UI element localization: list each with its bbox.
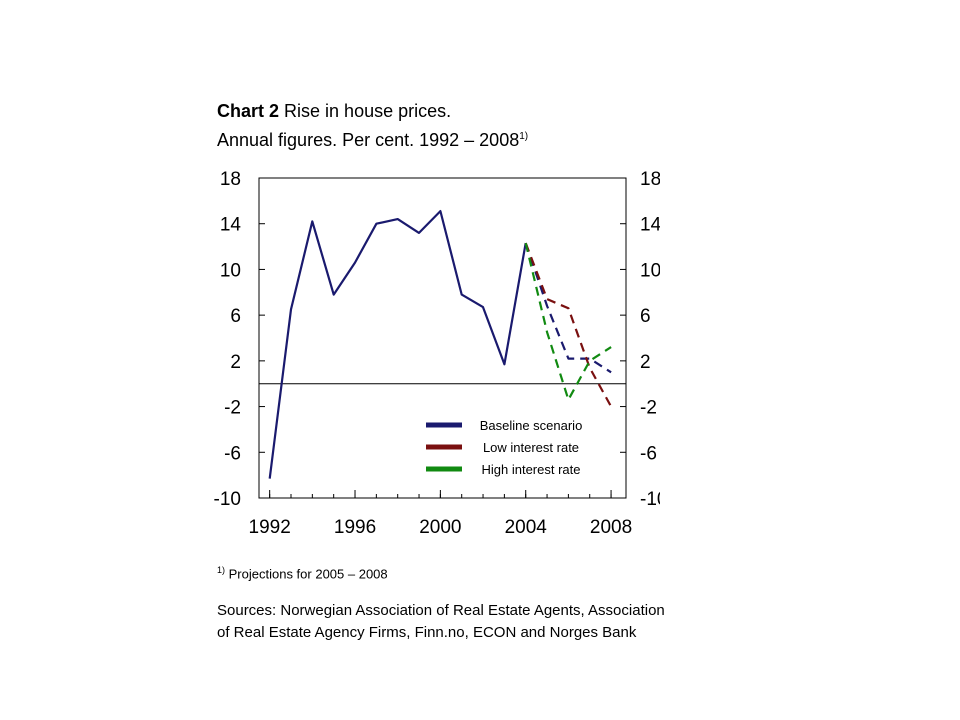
sources-note: Sources: Norwegian Association of Real E… bbox=[217, 602, 665, 641]
x-tick-label: 2008 bbox=[590, 517, 632, 538]
x-tick-label: 1996 bbox=[334, 517, 376, 538]
chart-title: Chart 2 Rise in house prices. Annual fig… bbox=[217, 98, 528, 153]
x-tick-label: 1992 bbox=[249, 517, 291, 538]
y-tick-label-right: 6 bbox=[640, 306, 651, 327]
series-line-high-interest-rate bbox=[524, 242, 612, 401]
legend-label: High interest rate bbox=[482, 462, 581, 477]
series-line-low-interest-rate bbox=[524, 242, 613, 408]
footnote-marker: 1) bbox=[519, 131, 529, 142]
y-tick-label-left: 2 bbox=[230, 352, 241, 373]
footnote-text: Projections for 2005 – 2008 bbox=[228, 566, 388, 582]
y-tick-label-right: 10 bbox=[640, 260, 660, 281]
line-chart: 18 18 14 14 10 10 6 6 2 2 -2 -2 -6 -6 -10 -10 1992 1996 20… bbox=[214, 169, 660, 538]
series-line-history bbox=[268, 209, 527, 479]
chart-number: Chart 2 bbox=[217, 101, 280, 121]
chart-title-line1: Chart 2 Rise in house prices. bbox=[217, 98, 528, 124]
y-tick-label-left: 6 bbox=[230, 306, 241, 327]
y-tick-label-left: -10 bbox=[214, 489, 241, 510]
y-tick-label-left: 14 bbox=[220, 215, 242, 236]
legend-label: Baseline scenario bbox=[480, 418, 583, 433]
y-tick-label-right: 2 bbox=[640, 352, 651, 373]
series-line-baseline-scenario bbox=[524, 242, 612, 374]
footnote: 1) Projections for 2005 – 2008 bbox=[217, 565, 388, 581]
chart-subtitle: Annual figures. Per cent. 1992 – 2008 bbox=[217, 130, 520, 150]
footnote-marker-label: 1) bbox=[217, 565, 226, 575]
y-tick-label-left: 10 bbox=[220, 260, 241, 281]
legend-label: Low interest rate bbox=[483, 440, 579, 455]
y-tick-label-left: 18 bbox=[220, 169, 241, 190]
y-tick-label-right: 18 bbox=[640, 169, 660, 190]
y-tick-label-left: -6 bbox=[224, 443, 241, 464]
chart-title-line2: Annual figures. Per cent. 1992 – 20081) bbox=[217, 124, 528, 153]
chart-title-text: Rise in house prices. bbox=[284, 101, 452, 121]
y-tick-label-right: 14 bbox=[640, 215, 660, 236]
plot-frame bbox=[258, 177, 627, 499]
x-tick-label: 2004 bbox=[505, 517, 548, 538]
x-tick-label: 2000 bbox=[419, 517, 461, 538]
y-tick-label-right: -2 bbox=[640, 398, 657, 419]
y-tick-label-right: -6 bbox=[640, 443, 657, 464]
y-tick-label-right: -10 bbox=[640, 489, 660, 510]
y-tick-label-left: -2 bbox=[224, 398, 241, 419]
